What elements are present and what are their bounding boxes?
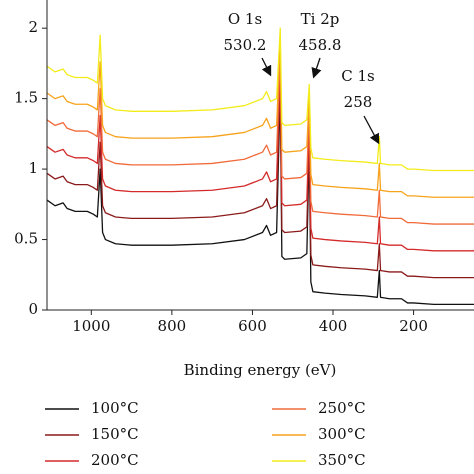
annotation-label: Ti 2p <box>301 10 340 28</box>
series-line <box>47 27 474 172</box>
series-line <box>47 90 474 306</box>
annotation-arrow <box>261 57 272 77</box>
series-line <box>47 40 474 198</box>
x-tick-label: 600 <box>238 317 267 335</box>
legend-label: 250°C <box>318 399 366 417</box>
annotation-value: 458.8 <box>299 36 342 54</box>
x-tick-label: 1000 <box>72 317 110 335</box>
y-tick-label: 0.5 <box>14 230 38 248</box>
legend-label: 300°C <box>318 425 366 443</box>
legend-label: 150°C <box>91 425 139 443</box>
x-axis-label: Binding energy (eV) <box>184 361 337 379</box>
x-tick-label: 400 <box>319 317 348 335</box>
x-tick-label: 200 <box>399 317 428 335</box>
y-tick-label: 0 <box>28 300 38 318</box>
annotation-value: 530.2 <box>224 36 267 54</box>
annotation-value: 258 <box>344 93 373 111</box>
annotation-label: O 1s <box>228 10 262 28</box>
plot-area <box>47 27 474 306</box>
annotation-label: C 1s <box>341 67 375 85</box>
legend-label: 100°C <box>91 399 139 417</box>
annotation-arrow <box>311 57 322 79</box>
legend-label: 350°C <box>318 451 366 469</box>
series-line <box>47 52 474 225</box>
x-tick-label: 800 <box>158 317 187 335</box>
y-tick-label: 1 <box>28 159 38 177</box>
legend-label: 200°C <box>91 451 139 469</box>
annotation-arrow <box>363 115 380 145</box>
y-tick-label: 1.5 <box>14 89 38 107</box>
y-tick-label: 2 <box>28 18 38 36</box>
